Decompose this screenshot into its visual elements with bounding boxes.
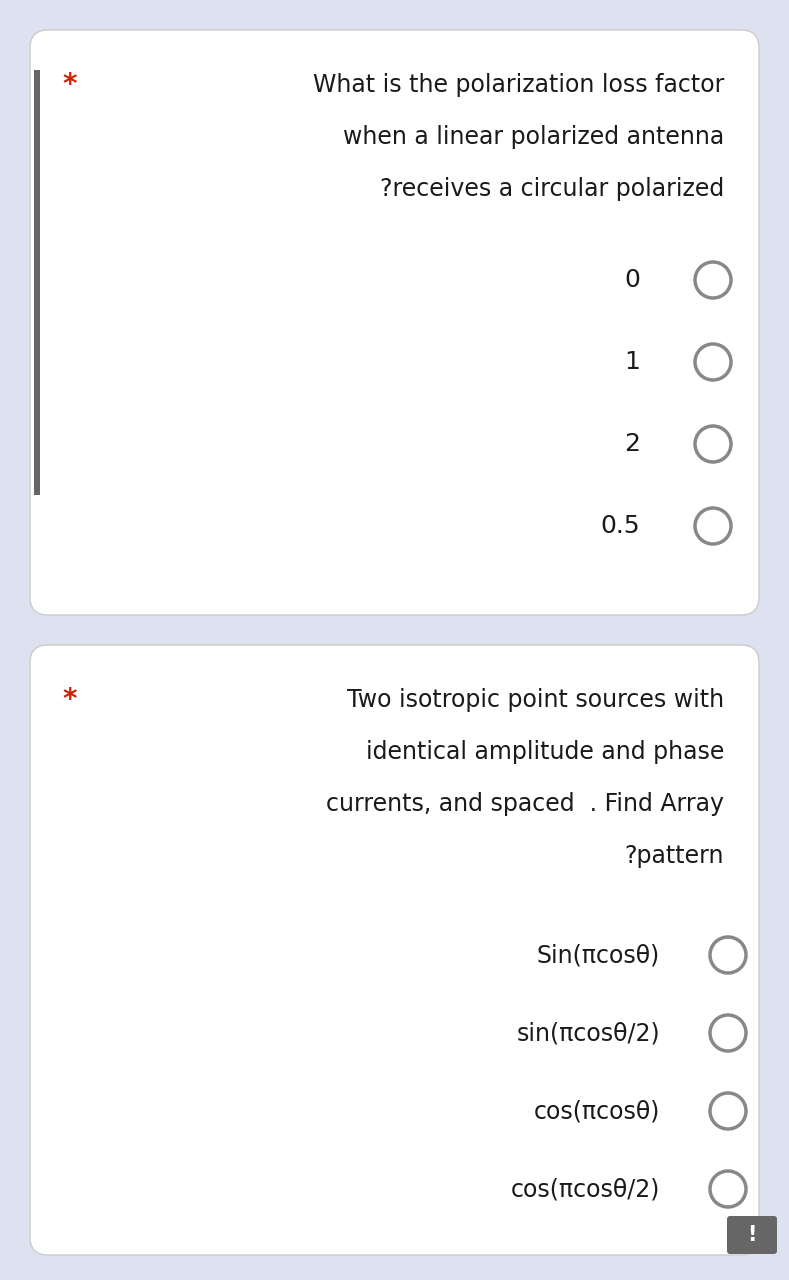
FancyBboxPatch shape — [30, 29, 759, 614]
Text: Sin(πcosθ): Sin(πcosθ) — [537, 943, 660, 966]
Text: 1: 1 — [624, 349, 640, 374]
Text: cos(πcosθ/2): cos(πcosθ/2) — [510, 1178, 660, 1201]
Text: 2: 2 — [624, 431, 640, 456]
Text: *: * — [63, 70, 77, 99]
Text: sin(πcosθ/2): sin(πcosθ/2) — [516, 1021, 660, 1044]
Text: Two isotropic point sources with: Two isotropic point sources with — [347, 689, 724, 712]
Text: 0.5: 0.5 — [600, 515, 640, 538]
Bar — [34, 70, 40, 495]
Text: ?pattern: ?pattern — [625, 844, 724, 868]
Text: when a linear polarized antenna: when a linear polarized antenna — [342, 125, 724, 148]
FancyBboxPatch shape — [30, 645, 759, 1254]
Text: cos(πcosθ): cos(πcosθ) — [533, 1100, 660, 1123]
Text: ?receives a circular polarized: ?receives a circular polarized — [380, 177, 724, 201]
Text: !: ! — [747, 1225, 757, 1245]
Text: What is the polarization loss factor: What is the polarization loss factor — [312, 73, 724, 97]
Text: *: * — [63, 686, 77, 714]
Text: 0: 0 — [624, 268, 640, 292]
FancyBboxPatch shape — [727, 1216, 777, 1254]
Text: identical amplitude and phase: identical amplitude and phase — [365, 740, 724, 764]
Text: currents, and spaced  . Find Array: currents, and spaced . Find Array — [326, 792, 724, 817]
